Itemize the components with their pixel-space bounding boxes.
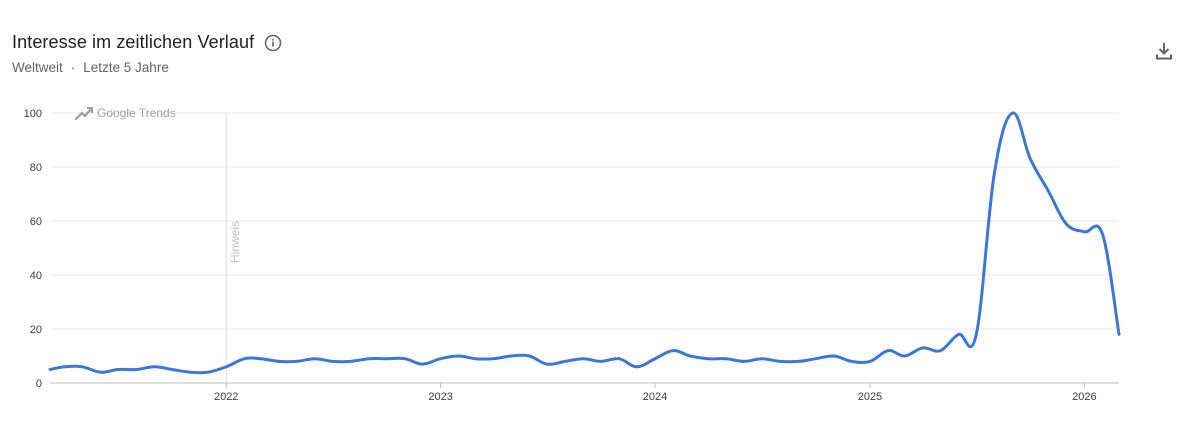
series-line-0 <box>48 111 1121 375</box>
watermark-text: Google Trends <box>97 106 176 120</box>
subtitle: Weltweit · Letzte 5 Jahre <box>12 60 169 75</box>
y-tick-label: 80 <box>30 162 42 174</box>
y-tick-label: 20 <box>30 324 42 336</box>
series-lines <box>48 111 1121 375</box>
y-tick-label: 60 <box>30 216 42 228</box>
info-icon[interactable] <box>264 34 282 52</box>
annotation-marker: Hinweis <box>225 113 242 383</box>
y-axis: 0 20 40 60 80 100 <box>24 108 42 390</box>
x-tick-label: 2023 <box>428 391 452 403</box>
gridlines <box>50 112 1119 384</box>
y-tick-label: 100 <box>24 108 42 120</box>
separator: · <box>70 60 76 75</box>
download-icon[interactable] <box>1153 40 1175 62</box>
title-row: Interesse im zeitlichen Verlauf <box>12 32 282 53</box>
google-trends-watermark: Google Trends <box>74 106 176 121</box>
x-tick-label: 2025 <box>858 391 882 403</box>
region-label[interactable]: Weltweit <box>12 60 63 75</box>
x-axis: 2022 2023 2024 2025 2026 <box>214 383 1097 403</box>
trend-arrow-head-icon <box>87 107 93 113</box>
trend-arrow-icon <box>74 107 93 121</box>
period-label[interactable]: Letzte 5 Jahre <box>83 60 169 75</box>
x-tick-label: 2024 <box>643 391 667 403</box>
y-tick-label: 0 <box>36 378 42 390</box>
x-tick-label: 2022 <box>214 391 238 403</box>
x-tick-label: 2026 <box>1072 391 1096 403</box>
line-chart: 0 20 40 60 80 100 2022 2023 2024 2025 2026 Hinwei… <box>24 106 1121 403</box>
chart-title: Interesse im zeitlichen Verlauf <box>12 32 255 52</box>
y-tick-label: 40 <box>30 270 42 282</box>
annotation-label: Hinweis <box>228 221 242 263</box>
